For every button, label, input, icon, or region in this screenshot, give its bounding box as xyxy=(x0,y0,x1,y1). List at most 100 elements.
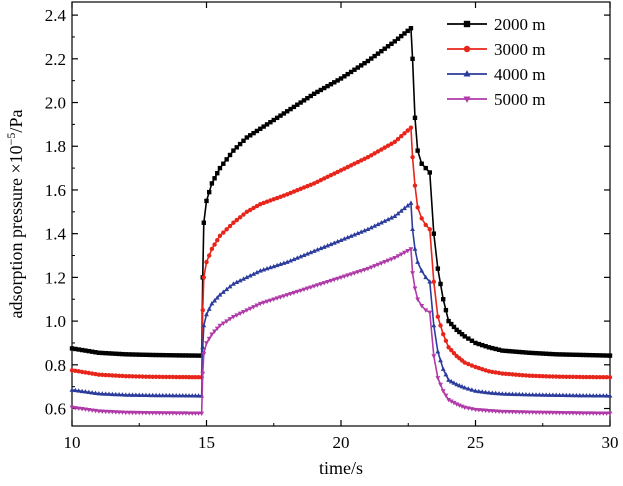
data-point xyxy=(321,85,327,91)
data-point xyxy=(513,391,519,397)
data-point xyxy=(553,410,559,416)
data-point xyxy=(143,374,149,379)
data-point xyxy=(325,174,330,180)
data-point xyxy=(580,374,586,380)
data-point xyxy=(212,329,217,334)
data-point xyxy=(362,156,367,162)
data-point xyxy=(405,248,411,254)
data-point xyxy=(170,411,176,416)
data-point xyxy=(177,353,182,358)
data-point xyxy=(215,171,220,176)
data-point xyxy=(113,410,119,415)
data-point xyxy=(244,209,250,215)
data-point xyxy=(536,410,542,416)
y-axis: 0.6 0.8 1.0 1.2 1.4 1.6 1.8 2.0 2.2 2.4 xyxy=(45,6,610,419)
data-point xyxy=(305,183,310,189)
data-point xyxy=(435,266,441,271)
data-point xyxy=(308,93,313,99)
data-point xyxy=(200,371,206,377)
legend-item: 2000 m xyxy=(447,15,545,34)
data-point xyxy=(398,208,404,213)
data-point xyxy=(201,220,207,225)
data-point xyxy=(201,352,207,357)
data-point xyxy=(76,406,82,411)
data-point xyxy=(469,338,475,343)
data-point xyxy=(604,411,610,416)
data-point xyxy=(496,370,502,376)
data-point xyxy=(533,350,539,356)
data-point xyxy=(594,393,599,398)
legend-label: 3000 m xyxy=(494,40,545,59)
data-point xyxy=(170,374,176,380)
data-point xyxy=(526,410,532,415)
data-point xyxy=(510,372,515,377)
data-point xyxy=(285,109,290,114)
data-point xyxy=(587,393,593,398)
data-point xyxy=(553,392,559,397)
data-point xyxy=(83,370,88,375)
data-point xyxy=(321,244,327,249)
data-point xyxy=(137,352,142,357)
data-point xyxy=(163,392,169,398)
data-point xyxy=(186,393,192,398)
data-point xyxy=(382,260,388,265)
data-point xyxy=(480,366,485,372)
data-point xyxy=(311,181,317,186)
data-point xyxy=(278,295,283,300)
data-point xyxy=(177,411,183,416)
series-line xyxy=(71,247,611,415)
data-point xyxy=(554,352,559,357)
data-point xyxy=(212,298,217,303)
data-point xyxy=(412,286,418,291)
data-point xyxy=(523,373,529,378)
data-point xyxy=(419,268,425,273)
data-point xyxy=(332,171,337,176)
data-point xyxy=(476,341,482,347)
x-tick-label: 10 xyxy=(64,433,81,452)
data-point xyxy=(567,411,573,416)
data-point xyxy=(325,83,330,89)
data-point xyxy=(227,223,233,229)
data-point xyxy=(189,411,195,416)
data-point xyxy=(540,392,546,397)
data-point xyxy=(527,350,532,355)
data-point xyxy=(298,186,303,192)
data-point xyxy=(410,271,415,276)
series-line xyxy=(71,201,611,397)
legend-marker xyxy=(463,70,471,77)
data-point xyxy=(392,39,397,44)
data-point xyxy=(126,410,132,416)
data-point xyxy=(543,392,549,397)
data-point xyxy=(365,226,371,232)
data-point xyxy=(284,293,290,298)
data-point xyxy=(196,375,201,380)
data-point xyxy=(298,288,304,294)
data-point xyxy=(180,393,186,398)
data-point xyxy=(369,56,374,61)
data-point xyxy=(510,391,515,396)
data-point xyxy=(288,190,293,196)
y-tick-label: 1.6 xyxy=(45,181,66,200)
data-point xyxy=(99,409,105,414)
data-point xyxy=(315,179,320,184)
data-point xyxy=(338,275,344,281)
data-point xyxy=(301,98,307,103)
data-point xyxy=(113,351,118,356)
data-point xyxy=(153,352,159,358)
data-point xyxy=(415,148,420,153)
data-point xyxy=(224,157,229,162)
data-point xyxy=(392,255,398,261)
data-point xyxy=(517,349,522,355)
data-point xyxy=(441,297,446,302)
data-point xyxy=(479,389,485,394)
x-tick-label: 25 xyxy=(467,433,484,452)
data-point xyxy=(520,410,525,415)
data-point xyxy=(183,411,189,416)
data-point xyxy=(308,249,314,255)
data-point xyxy=(496,390,502,396)
data-point xyxy=(204,198,209,204)
data-point xyxy=(395,254,401,259)
data-point xyxy=(590,411,596,416)
data-point xyxy=(196,411,201,416)
data-point xyxy=(173,392,179,398)
